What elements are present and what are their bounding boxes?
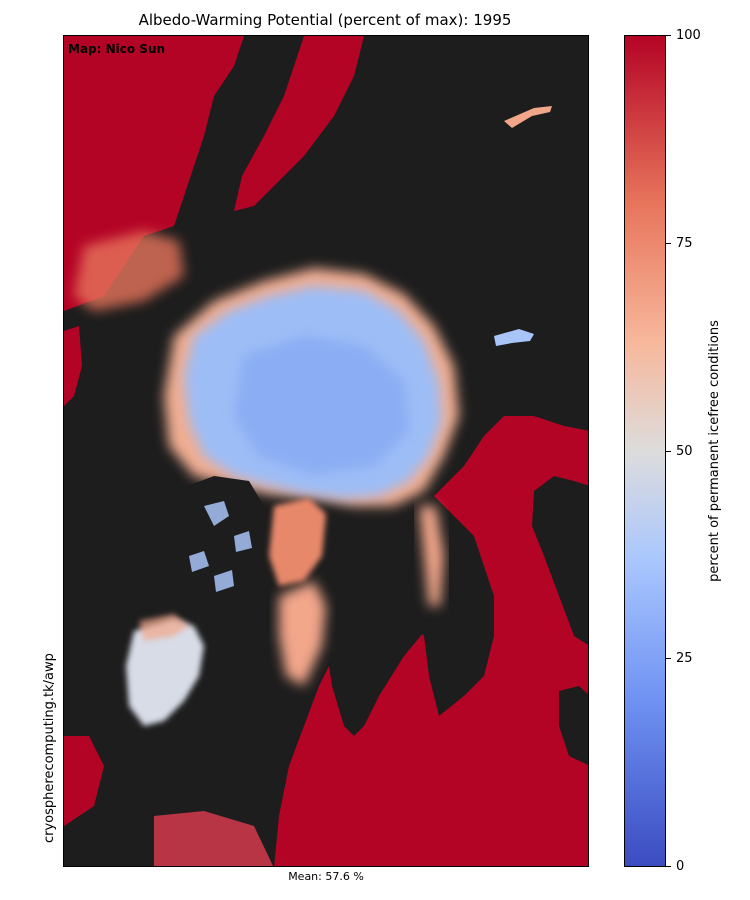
- colorbar-label: percent of permanent icefree conditions: [707, 320, 722, 582]
- archipelago-land: [164, 476, 264, 606]
- colorbar-tick-label: 0: [676, 859, 685, 874]
- arctic-pack-core: [234, 336, 409, 474]
- bottom-water: [154, 811, 274, 866]
- colorbar: [624, 35, 666, 867]
- colorbar-tick-label: 25: [676, 651, 693, 666]
- colorbar-tick-label: 50: [676, 444, 693, 459]
- archipelago-channels: [189, 501, 252, 592]
- uk-land: [559, 686, 588, 766]
- colorbar-tick-label: 100: [676, 28, 701, 43]
- east-siberian-strip: [504, 106, 552, 128]
- hudson-bay-edge: [139, 614, 189, 641]
- hudson-bay: [126, 619, 204, 726]
- map-title: Albedo-Warming Potential (percent of max…: [138, 11, 512, 29]
- colorbar-tick: [666, 451, 671, 452]
- pacific-warm-fringe: [74, 231, 184, 311]
- map-area: [63, 35, 589, 867]
- map-canvas: [64, 36, 588, 866]
- colorbar-tick-label: 75: [676, 236, 693, 251]
- scandinavia-land: [532, 476, 588, 645]
- colorbar-tick: [666, 658, 671, 659]
- mean-label: Mean: 57.6 %: [288, 870, 364, 883]
- atlantic-ocean: [274, 416, 588, 866]
- labrador-fringe: [279, 581, 326, 686]
- baffin-bay: [269, 498, 326, 586]
- greenland-land: [319, 504, 436, 736]
- left-edge-water: [64, 326, 82, 406]
- source-url: cryospherecomputing.tk/awp: [42, 653, 57, 843]
- greenland-east-fringe: [419, 506, 444, 606]
- colorbar-tick: [666, 35, 671, 36]
- colorbar-tick: [666, 243, 671, 244]
- iceland-land: [444, 640, 484, 670]
- map-credit: Map: Nico Sun: [68, 42, 166, 56]
- colorbar-tick: [666, 866, 671, 867]
- pacific-ocean-upper: [234, 36, 364, 211]
- kara-channels: [494, 329, 534, 346]
- lower-left-water: [64, 736, 104, 826]
